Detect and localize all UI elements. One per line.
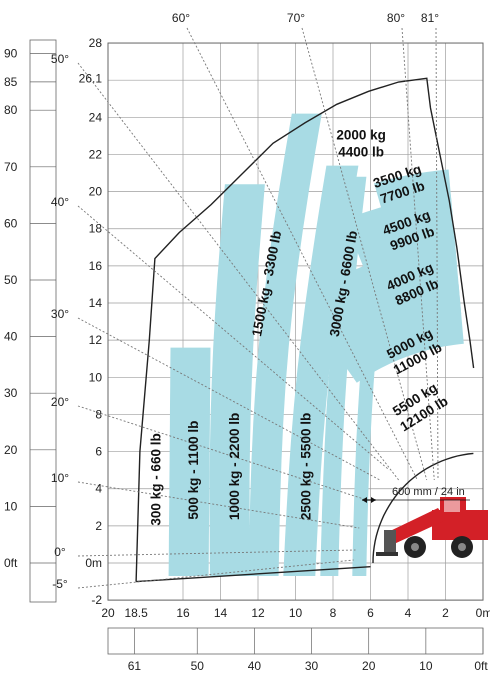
feet-tick-label: 30	[305, 659, 319, 673]
feet-scale-left: 90 85 80 70 60 50 40 30 20 10 0ft	[4, 39, 57, 603]
y-tick-label: 24	[89, 110, 103, 124]
boom-angle-label: 81°	[421, 11, 439, 25]
y-tick-label: 10	[89, 370, 103, 384]
y-tick-label: 16	[89, 259, 103, 273]
boom-angle-label: 10°	[51, 471, 69, 485]
clearance-label: 600 mm / 24 in	[392, 486, 465, 498]
feet-tick-label: 50	[4, 273, 18, 287]
feet-tick-label: 90	[4, 47, 18, 61]
feet-tick-label: 50	[191, 659, 205, 673]
feet-tick-label: 61	[128, 659, 142, 673]
boom-angle-label: 80°	[387, 11, 405, 25]
feet-tick-label: 10	[4, 499, 18, 513]
load-label-2500kg: 2500 kg - 5500 lb	[299, 413, 314, 520]
feet-tick-label: 20	[4, 443, 18, 457]
x-tick-label: 4	[405, 606, 412, 620]
feet-tick-label: 0ft	[474, 659, 488, 673]
load-bands	[168, 113, 464, 577]
feet-scale-bottom: 61 50 40 30 20 10 0ft	[107, 627, 488, 673]
x-axis-ticks: 20 18.5 16 14 12 10 8 6 4 2 0m	[101, 606, 490, 620]
feet-tick-label: 85	[4, 75, 18, 89]
y-tick-label: 26.1	[79, 71, 103, 85]
y-tick-label: -2	[91, 593, 102, 607]
load-band	[248, 113, 322, 576]
envelope-inner	[372, 452, 474, 564]
load-label-2000kg-lb: 4400 lb	[338, 145, 384, 160]
feet-tick-label: 40	[4, 330, 18, 344]
boom-angle-line	[186, 27, 418, 481]
y-tick-label: 22	[89, 147, 103, 161]
x-tick-label: 6	[367, 606, 374, 620]
y-tick-label: 6	[95, 445, 102, 459]
feet-tick-label: 80	[4, 103, 18, 117]
load-envelope	[135, 77, 475, 583]
y-axis-ticks: 28 26.1 24 22 20 18 16 14 12 10 8 6 4 2 0m -2	[79, 36, 103, 607]
feet-scale-bottom-box	[107, 627, 484, 655]
feet-tick-label: 10	[419, 659, 433, 673]
load-band	[374, 169, 453, 227]
envelope-bottom	[136, 566, 371, 583]
boom-angle-label: 40°	[51, 195, 69, 209]
boom-angle-line	[77, 317, 381, 481]
load-label-300kg: 300 kg - 660 lb	[149, 433, 164, 525]
feet-tick-label: 40	[248, 659, 262, 673]
load-label-500kg: 500 kg - 1100 lb	[186, 421, 201, 520]
x-tick-label: 0m	[476, 606, 490, 620]
y-tick-label: 12	[89, 333, 103, 347]
y-tick-label: 14	[89, 296, 103, 310]
load-band	[168, 347, 211, 576]
y-tick-label: 28	[89, 36, 103, 50]
y-tick-label: 2	[95, 519, 102, 533]
boom-angle-label: 20°	[51, 395, 69, 409]
load-label-1000kg: 1000 kg - 2200 lb	[227, 413, 242, 520]
feet-tick-label: 70	[4, 160, 18, 174]
x-tick-label: 18.5	[124, 606, 148, 620]
plot-frame	[107, 42, 484, 601]
x-tick-label: 8	[330, 606, 337, 620]
feet-scale-left-box	[29, 39, 57, 603]
x-tick-label: 14	[214, 606, 228, 620]
boom-angle-line	[435, 27, 439, 481]
boom-angle-line	[401, 27, 435, 481]
boom-angle-label: -5°	[52, 577, 68, 591]
y-tick-label: 20	[89, 185, 103, 199]
boom-angle-label: 60°	[172, 11, 190, 25]
boom-angle-label: 0°	[54, 545, 66, 559]
boom-angle-line	[77, 405, 367, 501]
y-tick-label: 18	[89, 222, 103, 236]
x-tick-label: 20	[101, 606, 115, 620]
boom-angle-label: 70°	[287, 11, 305, 25]
boom-angle-line	[77, 205, 390, 471]
feet-tick-label: 30	[4, 386, 18, 400]
y-tick-label: 8	[95, 407, 102, 421]
y-tick-label: 4	[95, 482, 102, 496]
x-tick-label: 2	[442, 606, 449, 620]
load-label-2000kg: 2000 kg	[336, 128, 386, 143]
boom-angle-line	[77, 481, 360, 529]
x-tick-label: 12	[251, 606, 265, 620]
load-band	[209, 184, 265, 576]
feet-tick-label: 20	[362, 659, 376, 673]
feet-tick-label: 60	[4, 216, 18, 230]
envelope-outer	[135, 77, 475, 582]
telehandler-machine-icon	[376, 497, 488, 558]
boom-angle-lines: -5° 0° 10° 20° 30° 40° 50° 60° 70° 80° 81°	[51, 11, 439, 591]
clearance-annotation: 600 mm / 24 in	[362, 486, 470, 503]
y-tick-label: 0m	[85, 556, 102, 570]
x-tick-label: 16	[176, 606, 190, 620]
x-tick-label: 10	[289, 606, 303, 620]
boom-angle-label: 30°	[51, 307, 69, 321]
feet-tick-label: 0ft	[4, 556, 18, 570]
boom-angle-label: 50°	[51, 52, 69, 66]
